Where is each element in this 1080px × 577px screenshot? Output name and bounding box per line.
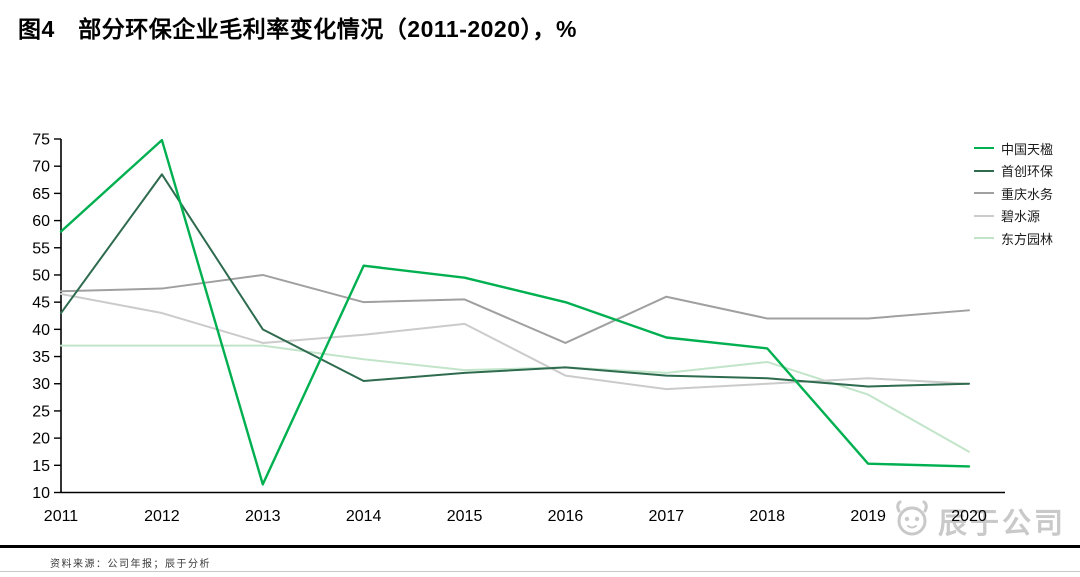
y-axis-label: 35 bbox=[32, 349, 50, 366]
legend-label: 首创环保 bbox=[1001, 164, 1054, 180]
legend-swatch-icon bbox=[974, 147, 994, 150]
legend-item: 首创环保 bbox=[974, 160, 1053, 183]
series-line bbox=[60, 173, 970, 388]
footer-divider bbox=[0, 545, 1080, 548]
y-axis-label: 15 bbox=[32, 458, 50, 475]
y-axis-label: 45 bbox=[32, 295, 50, 312]
series-line bbox=[60, 273, 970, 344]
legend-swatch-icon bbox=[974, 169, 994, 172]
y-axis-label: 70 bbox=[32, 159, 50, 176]
legend-label: 重庆水务 bbox=[1001, 186, 1054, 202]
x-axis-label: 2015 bbox=[447, 508, 483, 525]
legend-label: 碧水源 bbox=[1001, 209, 1041, 225]
x-axis-label: 2011 bbox=[44, 508, 79, 525]
legend-swatch-icon bbox=[974, 237, 994, 240]
y-axis-label: 65 bbox=[32, 186, 50, 203]
chart-title: 图4 部分环保企业毛利率变化情况（2011-2020），% bbox=[18, 16, 577, 42]
watermark: 辰于公司 bbox=[891, 497, 1066, 544]
legend-item: 重庆水务 bbox=[974, 182, 1053, 205]
legend-swatch-icon bbox=[974, 214, 994, 217]
y-axis-label: 25 bbox=[32, 403, 50, 420]
chart-legend: 中国天楹首创环保重庆水务碧水源东方园林 bbox=[974, 137, 1053, 250]
series-line bbox=[59, 138, 971, 486]
legend-item: 碧水源 bbox=[974, 205, 1053, 228]
x-axis-label: 2017 bbox=[649, 508, 685, 525]
x-axis-label: 2016 bbox=[548, 508, 584, 525]
legend-swatch-icon bbox=[974, 192, 994, 195]
y-axis-label: 30 bbox=[32, 376, 50, 393]
series-line bbox=[60, 344, 970, 453]
y-axis-label: 40 bbox=[32, 322, 50, 339]
x-axis-label: 2020 bbox=[951, 508, 987, 525]
x-axis-label: 2019 bbox=[850, 508, 886, 525]
y-axis-label: 75 bbox=[32, 132, 50, 149]
y-axis-label: 10 bbox=[32, 485, 50, 502]
x-axis-label: 2013 bbox=[245, 508, 281, 525]
watermark-face-icon bbox=[891, 497, 933, 544]
y-axis-label: 55 bbox=[32, 240, 50, 257]
source-note: 资料来源：公司年报；辰于分析 bbox=[50, 559, 211, 570]
x-axis-label: 2014 bbox=[346, 508, 382, 525]
legend-label: 东方园林 bbox=[1001, 231, 1054, 247]
y-axis-label: 60 bbox=[32, 213, 50, 230]
x-axis-label: 2018 bbox=[749, 508, 785, 525]
legend-label: 中国天楹 bbox=[1001, 141, 1054, 157]
x-axis-label: 2012 bbox=[144, 508, 180, 525]
legend-item: 东方园林 bbox=[974, 227, 1053, 250]
y-axis-label: 50 bbox=[32, 267, 50, 284]
bottom-divider bbox=[0, 571, 1080, 572]
legend-item: 中国天楹 bbox=[974, 137, 1053, 160]
series-line bbox=[60, 292, 970, 391]
y-axis-label: 20 bbox=[32, 431, 50, 448]
watermark-label: 辰于公司 bbox=[937, 507, 1066, 540]
